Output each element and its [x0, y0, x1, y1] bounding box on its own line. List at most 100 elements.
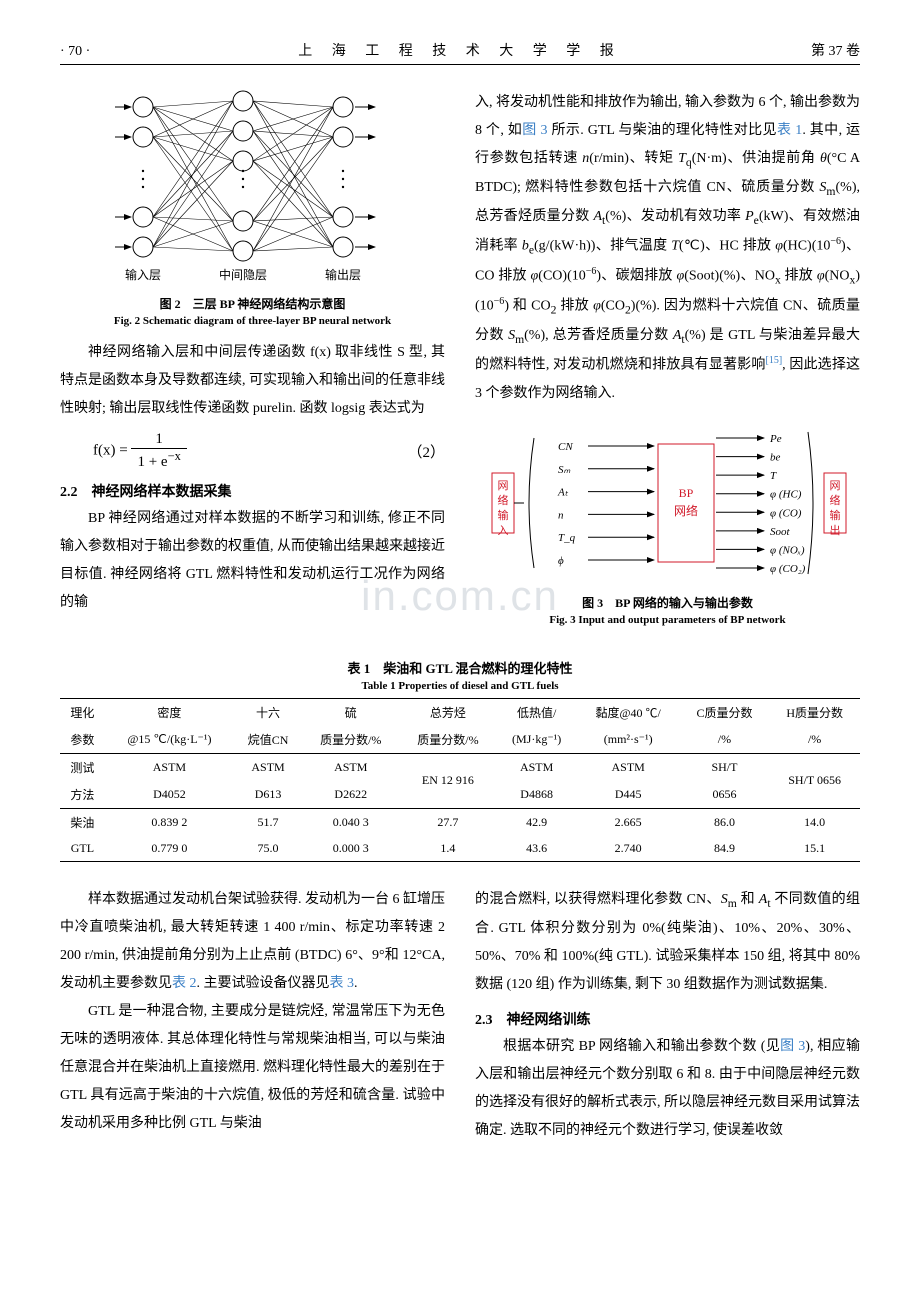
- svg-text:T_q: T_q: [558, 532, 576, 544]
- table-cell: EN 12 916: [399, 753, 496, 808]
- svg-text:网: 网: [497, 480, 508, 492]
- svg-text:络: 络: [497, 493, 508, 507]
- table-cell: 方法: [60, 781, 105, 809]
- table-header-cell: 烷值CN: [234, 726, 302, 754]
- fig2-caption-cn: 图 2 三层 BP 神经网络结构示意图: [60, 295, 445, 312]
- table-cell: 15.1: [769, 836, 860, 862]
- table-cell: 测试: [60, 753, 105, 781]
- table-cell: ASTM: [497, 753, 577, 781]
- section-2-3-title: 2.3 神经网络训练: [475, 1009, 860, 1029]
- bottom-right-p1: 的混合燃料, 以获得燃料理化参数 CN、Sm 和 At 不同数值的组合. GTL…: [475, 886, 860, 999]
- table-header-cell: /%: [680, 726, 770, 754]
- table-cell: D613: [234, 781, 302, 809]
- svg-text:出: 出: [829, 523, 840, 537]
- table-header-cell: 质量分数/%: [302, 726, 399, 754]
- svg-text:入: 入: [497, 525, 508, 537]
- table-header-cell: (MJ·kg⁻¹): [497, 726, 577, 754]
- table-header-cell: @15 ℃/(kg·L⁻¹): [105, 726, 234, 754]
- svg-text:输: 输: [829, 508, 840, 522]
- table-cell: 51.7: [234, 808, 302, 836]
- figure-3-svg: 网络输入CNSₘAₜnT_qϕBP网络PebeTφ (HC)φ (CO)Soot…: [488, 418, 848, 588]
- table1-caption-en: Table 1 Properties of diesel and GTL fue…: [60, 680, 860, 692]
- section-2-2-paragraph: BP 神经网络通过对样本数据的不断学习和训练, 修正不同输入参数相对于输出参数的…: [60, 505, 445, 617]
- table-cell: 84.9: [680, 836, 770, 862]
- table-cell: 0656: [680, 781, 770, 809]
- bottom-right-p2: 根据本研究 BP 网络输入和输出参数个数 (见图 3), 相应输入层和输出层神经…: [475, 1033, 860, 1145]
- page-header: · 70 · 上 海 工 程 技 术 大 学 学 报 第 37 卷: [60, 40, 860, 65]
- table-header-cell: 低热值/: [497, 698, 577, 726]
- svg-text:n: n: [558, 509, 564, 521]
- table-cell: D2622: [302, 781, 399, 809]
- table-header-cell: (mm²·s⁻¹): [577, 726, 680, 754]
- svg-text:Pe: Pe: [769, 433, 782, 445]
- table-cell: 2.665: [577, 808, 680, 836]
- svg-text:Sₘ: Sₘ: [558, 463, 571, 475]
- svg-text:T: T: [770, 470, 777, 482]
- equation-2: f(x) = 1 1 + e−x （2）: [93, 431, 445, 471]
- table-cell: D4052: [105, 781, 234, 809]
- bottom-left-p2: GTL 是一种混合物, 主要成分是链烷烃, 常温常压下为无色无味的透明液体. 其…: [60, 998, 445, 1138]
- page-number: · 70 ·: [60, 44, 90, 60]
- svg-text:φ (NOₓ): φ (NOₓ): [770, 544, 805, 556]
- right-paragraph: 入, 将发动机性能和排放作为输出, 输入参数为 6 个, 输出参数为 8 个, …: [475, 89, 860, 408]
- table-1: 理化密度十六硫总芳烃低热值/黏度@40 ℃/C质量分数H质量分数参数@15 ℃/…: [60, 698, 860, 862]
- figure-2-svg: 输入层 中间隐层 输出层: [103, 89, 403, 289]
- table-header-cell: /%: [769, 726, 860, 754]
- table-cell: ASTM: [577, 753, 680, 781]
- fig3-caption-en: Fig. 3 Input and output parameters of BP…: [475, 614, 860, 626]
- table-cell: 1.4: [399, 836, 496, 862]
- svg-text:φ (CO): φ (CO): [770, 507, 802, 519]
- svg-text:CN: CN: [558, 441, 573, 453]
- table-cell: 0.779 0: [105, 836, 234, 862]
- table-header-cell: 黏度@40 ℃/: [577, 698, 680, 726]
- volume-label: 第 37 卷: [811, 40, 860, 60]
- svg-text:Aₜ: Aₜ: [557, 486, 569, 498]
- table-header-cell: 总芳烃: [399, 698, 496, 726]
- table-cell: 柴油: [60, 808, 105, 836]
- fig2-caption-en: Fig. 2 Schematic diagram of three-layer …: [60, 315, 445, 327]
- svg-text:ϕ: ϕ: [558, 555, 564, 567]
- svg-text:BP: BP: [678, 486, 693, 500]
- svg-text:输入层: 输入层: [124, 267, 160, 282]
- table-cell: ASTM: [234, 753, 302, 781]
- section-2-2-title: 2.2 神经网络样本数据采集: [60, 481, 445, 501]
- table-cell: 42.9: [497, 808, 577, 836]
- table-header-cell: 密度: [105, 698, 234, 726]
- journal-title: 上 海 工 程 技 术 大 学 学 报: [298, 40, 622, 60]
- table-cell: 27.7: [399, 808, 496, 836]
- table-cell: 86.0: [680, 808, 770, 836]
- table-cell: SH/T 0656: [769, 753, 860, 808]
- svg-text:输出层: 输出层: [324, 267, 360, 282]
- svg-text:输: 输: [497, 508, 508, 522]
- table-header-cell: 质量分数/%: [399, 726, 496, 754]
- svg-text:中间隐层: 中间隐层: [218, 267, 266, 282]
- table-cell: ASTM: [105, 753, 234, 781]
- bottom-left-p1: 样本数据通过发动机台架试验获得. 发动机为一台 6 缸增压中冷直喷柴油机, 最大…: [60, 886, 445, 998]
- table-header-cell: 参数: [60, 726, 105, 754]
- table-cell: 75.0: [234, 836, 302, 862]
- table-header-cell: 十六: [234, 698, 302, 726]
- table-header-cell: 硫: [302, 698, 399, 726]
- table-cell: SH/T: [680, 753, 770, 781]
- table-cell: ASTM: [302, 753, 399, 781]
- table-cell: 0.040 3: [302, 808, 399, 836]
- table-header-cell: C质量分数: [680, 698, 770, 726]
- svg-text:Soot: Soot: [770, 525, 791, 537]
- equation-number: （2）: [407, 441, 445, 462]
- svg-text:φ (HC): φ (HC): [770, 488, 802, 500]
- table1-caption-cn: 表 1 柴油和 GTL 混合燃料的理化特性: [60, 658, 860, 677]
- table-cell: D4868: [497, 781, 577, 809]
- table-cell: 2.740: [577, 836, 680, 862]
- table-cell: 14.0: [769, 808, 860, 836]
- intro-paragraph: 神经网络输入层和中间层传递函数 f(x) 取非线性 S 型, 其特点是函数本身及…: [60, 339, 445, 423]
- table-cell: 43.6: [497, 836, 577, 862]
- table-cell: 0.839 2: [105, 808, 234, 836]
- table-header-cell: H质量分数: [769, 698, 860, 726]
- table-cell: D445: [577, 781, 680, 809]
- svg-text:络: 络: [829, 493, 840, 507]
- svg-text:网络: 网络: [673, 503, 697, 518]
- fig3-caption-cn: 图 3 BP 网络的输入与输出参数: [475, 594, 860, 611]
- svg-text:φ (CO₂): φ (CO₂): [770, 563, 806, 575]
- table-cell: GTL: [60, 836, 105, 862]
- table-header-cell: 理化: [60, 698, 105, 726]
